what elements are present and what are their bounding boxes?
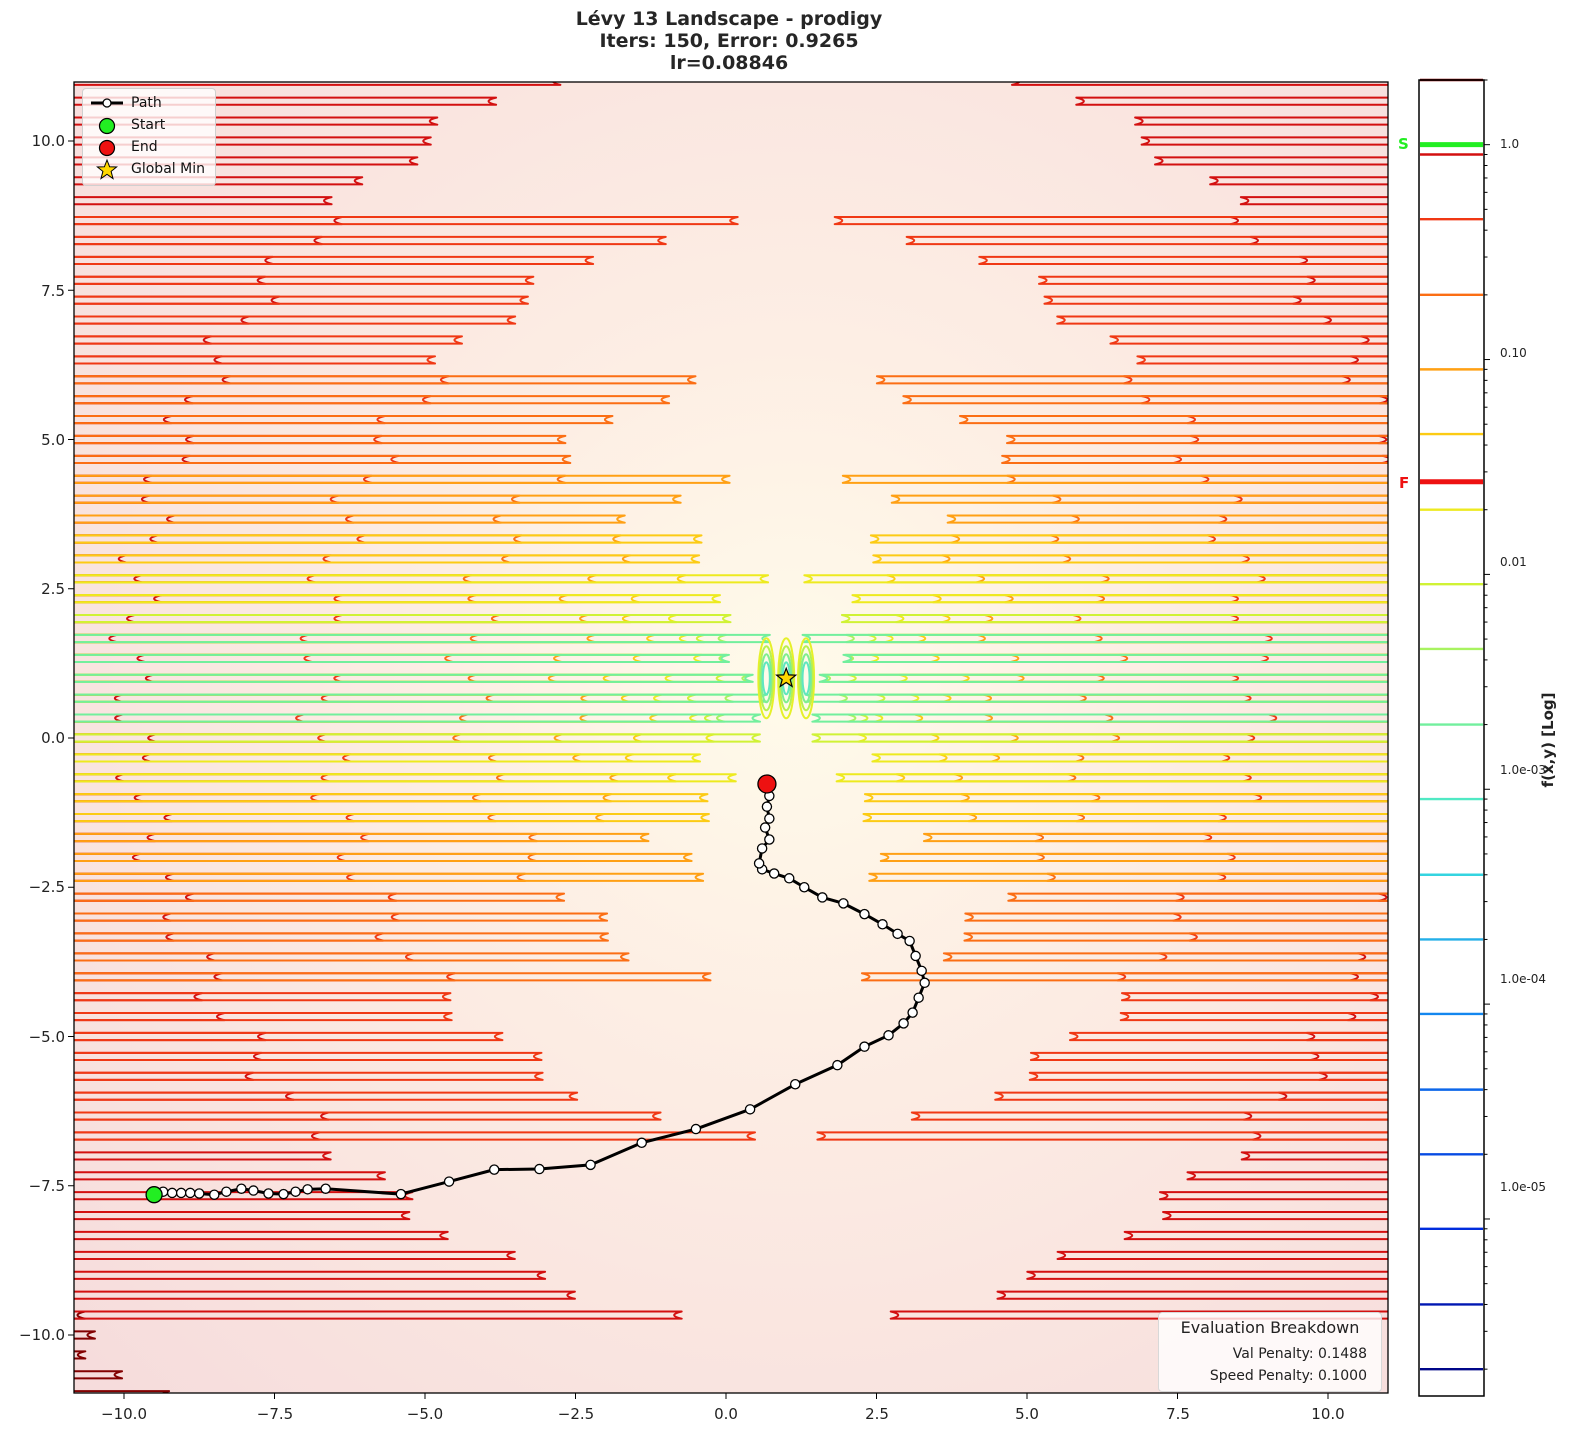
red-circle-icon bbox=[98, 139, 116, 157]
legend: Path Start End Global Min bbox=[82, 88, 216, 186]
colorbar-body bbox=[1419, 80, 1484, 1396]
plot-background bbox=[74, 82, 1388, 1393]
y-tick-label: 10.0 bbox=[31, 132, 65, 150]
x-tick-label: 0.0 bbox=[714, 1405, 738, 1423]
optimizer-path bbox=[145, 666, 930, 1204]
yellow-star-icon bbox=[96, 158, 118, 180]
y-tick-label: −10.0 bbox=[19, 1326, 65, 1344]
chart-title: Lévy 13 Landscape - prodigy Iters: 150, … bbox=[0, 8, 1458, 74]
colorbar-tick-label: 1.0e-05 bbox=[1500, 1180, 1547, 1194]
legend-item-end: End bbox=[83, 136, 215, 158]
y-tick-label: −2.5 bbox=[28, 878, 65, 896]
colorbar-label: f(x,y) [Log] bbox=[1539, 692, 1557, 788]
x-tick-label: −7.5 bbox=[256, 1405, 294, 1423]
legend-item-path: Path bbox=[83, 92, 215, 114]
speed-penalty: Speed Penalty: 0.1000 bbox=[1209, 1368, 1367, 1384]
breakdown-title: Evaluation Breakdown bbox=[1180, 1318, 1360, 1337]
axis-ticks bbox=[68, 140, 1329, 1399]
start-marker-icon bbox=[145, 1186, 163, 1204]
contour-lines bbox=[74, 82, 1388, 1393]
y-tick-label: 5.0 bbox=[41, 431, 65, 449]
evaluation-breakdown-box: Evaluation Breakdown Val Penalty: 0.1488… bbox=[1158, 1312, 1382, 1392]
legend-item-global-min: Global Min bbox=[83, 158, 215, 180]
colorbar-tick-label: 1.0 bbox=[1500, 137, 1520, 151]
y-tick-label: −5.0 bbox=[28, 1028, 65, 1046]
x-tick-label: 10.0 bbox=[1311, 1405, 1345, 1423]
legend-item-start: Start bbox=[83, 114, 215, 136]
x-tick-label: 5.0 bbox=[1015, 1405, 1039, 1423]
title-line-3: lr=0.08846 bbox=[669, 52, 789, 74]
x-tick-label: 7.5 bbox=[1166, 1405, 1190, 1423]
colorbar-ticks bbox=[1484, 79, 1490, 1370]
global-min-star-icon bbox=[775, 666, 798, 688]
colorbar-tick-label: 0.10 bbox=[1500, 346, 1527, 360]
x-tick-label: −5.0 bbox=[406, 1405, 444, 1423]
x-tick-label: −10.0 bbox=[101, 1405, 147, 1423]
x-tick-label: −2.5 bbox=[557, 1405, 595, 1423]
colorbar-final-marker: F bbox=[1399, 474, 1410, 492]
title-line-1: Lévy 13 Landscape - prodigy bbox=[575, 8, 883, 30]
y-tick-label: 0.0 bbox=[41, 729, 65, 747]
colorbar-tick-label: 1.0e-03 bbox=[1500, 763, 1547, 777]
path-line-icon bbox=[91, 98, 123, 108]
y-tick-label: 7.5 bbox=[41, 282, 65, 300]
colorbar-start-marker: S bbox=[1398, 135, 1409, 153]
green-circle-icon bbox=[98, 117, 116, 135]
x-tick-label: 2.5 bbox=[865, 1405, 889, 1423]
end-marker-icon bbox=[757, 774, 777, 794]
val-penalty: Val Penalty: 0.1488 bbox=[1232, 1346, 1367, 1362]
colorbar-frame bbox=[1418, 79, 1485, 1397]
colorbar-levels bbox=[1420, 78, 1483, 1371]
y-tick-label: −7.5 bbox=[28, 1177, 65, 1195]
title-line-2: Iters: 150, Error: 0.9265 bbox=[599, 30, 859, 52]
colorbar-tick-label: 1.0e-04 bbox=[1500, 972, 1547, 986]
colorbar-tick-label: 0.01 bbox=[1500, 555, 1527, 569]
y-tick-label: 2.5 bbox=[41, 580, 65, 598]
